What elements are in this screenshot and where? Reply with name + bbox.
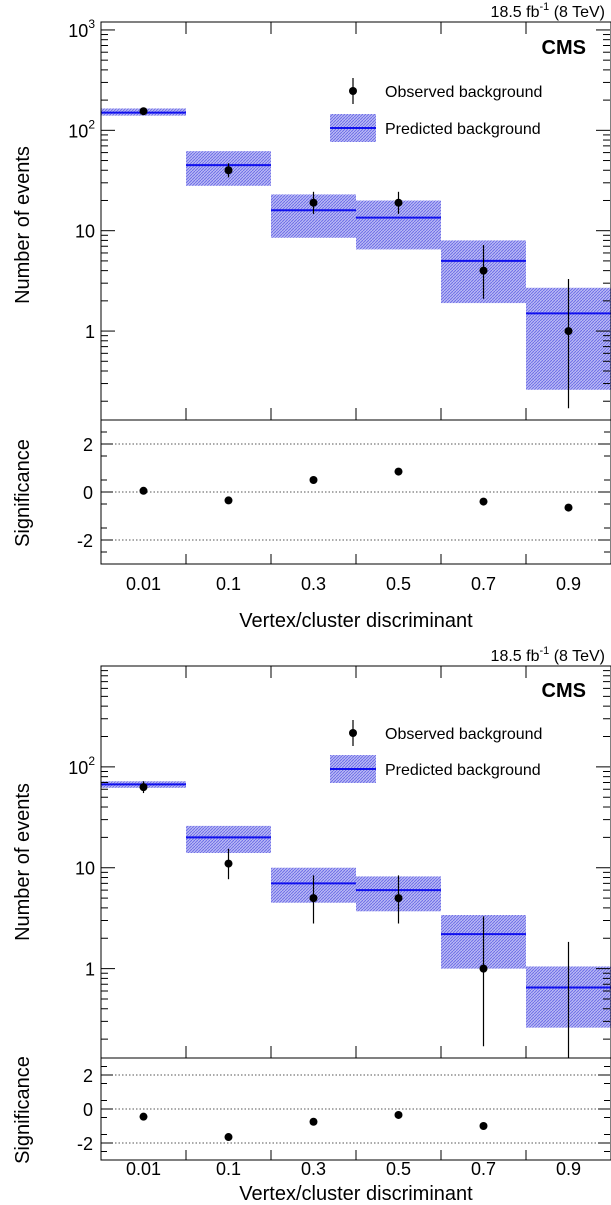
ratio-tick-label: -2 [77,531,93,551]
significance-point [480,1122,488,1130]
cms-label: CMS [542,37,586,59]
y-tick-label: 10 [75,859,95,879]
observed-point [310,199,318,207]
x-tick-label: 0.7 [471,1159,496,1179]
ratio-tick-label: 0 [83,483,93,503]
x-tick-label: 0.7 [471,574,496,594]
ratio-tick-label: 2 [83,435,93,455]
observed-point [395,894,403,902]
significance-point [395,1111,403,1119]
x-tick-label: 0.9 [556,1159,581,1179]
ratio-tick-label: 0 [83,1100,93,1120]
y-tick-label: 102 [68,754,95,778]
x-tick-label: 0.01 [126,574,161,594]
ratio-plot-frame [101,1058,611,1160]
y-axis-label: Number of events [12,783,34,941]
y-tick-label: 1 [85,322,95,342]
significance-point [140,1113,148,1121]
significance-point [480,498,488,506]
legend-predicted-label: Predicted background [385,121,541,138]
observed-point [140,783,148,791]
significance-point [225,1133,233,1141]
x-axis-label: Vertex/cluster discriminant [239,1183,473,1205]
x-axis-label: Vertex/cluster discriminant [239,610,473,632]
observed-point [310,894,318,902]
chart-panel-top: 1 10 102 103 2 0 -2 0.01 0.1 0.3 0.5 0.7 0.9 Vertex/c… [12,1,611,632]
luminosity-label: 18.5 fb-1 (8 TeV) [491,645,605,665]
x-tick-label: 0.1 [216,574,241,594]
ratio-tick-label: 2 [83,1066,93,1086]
observed-point [480,267,488,275]
ratio-axis-label: Significance [12,439,34,547]
x-tick-label: 0.01 [126,1159,161,1179]
legend-predicted-label: Predicted background [385,762,541,779]
x-tick-label: 0.5 [386,574,411,594]
significance-point [395,468,403,476]
legend-observed-marker [349,87,357,95]
x-tick-label: 0.1 [216,1159,241,1179]
x-tick-label: 0.3 [301,1159,326,1179]
ratio-tick-label: -2 [77,1134,93,1154]
y-tick-label: 102 [68,117,95,141]
legend-observed-label: Observed background [385,84,542,101]
observed-point [480,965,488,973]
cms-label: CMS [542,680,586,702]
luminosity-label: 18.5 fb-1 (8 TeV) [491,1,605,21]
significance-point [310,476,318,484]
ratio-plot-frame [101,420,611,564]
significance-point [225,496,233,504]
x-tick-label: 0.5 [386,1159,411,1179]
significance-point [565,504,573,512]
x-tick-label: 0.9 [556,574,581,594]
observed-point [140,107,148,115]
observed-point [395,199,403,207]
observed-point [225,166,233,174]
legend-observed-label: Observed background [385,726,542,743]
significance-point [310,1118,318,1126]
y-axis-label: Number of events [12,146,34,304]
significance-point [140,487,148,495]
ratio-axis-label: Significance [12,1056,34,1164]
x-tick-label: 0.3 [301,574,326,594]
legend-observed-marker [349,729,357,737]
y-tick-label: 10 [75,222,95,242]
observed-point [565,327,573,335]
y-tick-label: 1 [85,960,95,980]
y-tick-label: 103 [68,17,95,41]
observed-point [225,860,233,868]
chart-panel-bottom: 1 10 102 2 0 -2 0.01 0.1 0.3 0.5 0.7 0.9 Vertex/clus… [12,645,611,1205]
